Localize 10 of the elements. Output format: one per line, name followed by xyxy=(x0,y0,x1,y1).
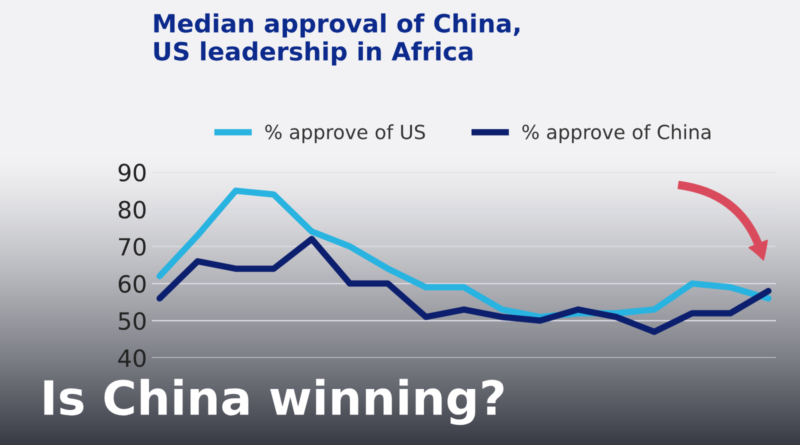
legend-label: % approve of US xyxy=(265,124,425,144)
legend-label: % approve of China xyxy=(522,124,710,144)
y-tick-label: 60 xyxy=(118,275,146,293)
y-tick-label: 70 xyxy=(119,238,146,256)
y-tick-label: 50 xyxy=(118,312,146,330)
y-tick-label: 40 xyxy=(118,349,146,368)
text: Is China winning? xyxy=(44,378,504,425)
y-tick-label: 90 xyxy=(118,164,146,182)
y-tick-label: 80 xyxy=(118,200,146,219)
chart-title: Median approval of China, US leadership in Africa xyxy=(154,13,520,66)
